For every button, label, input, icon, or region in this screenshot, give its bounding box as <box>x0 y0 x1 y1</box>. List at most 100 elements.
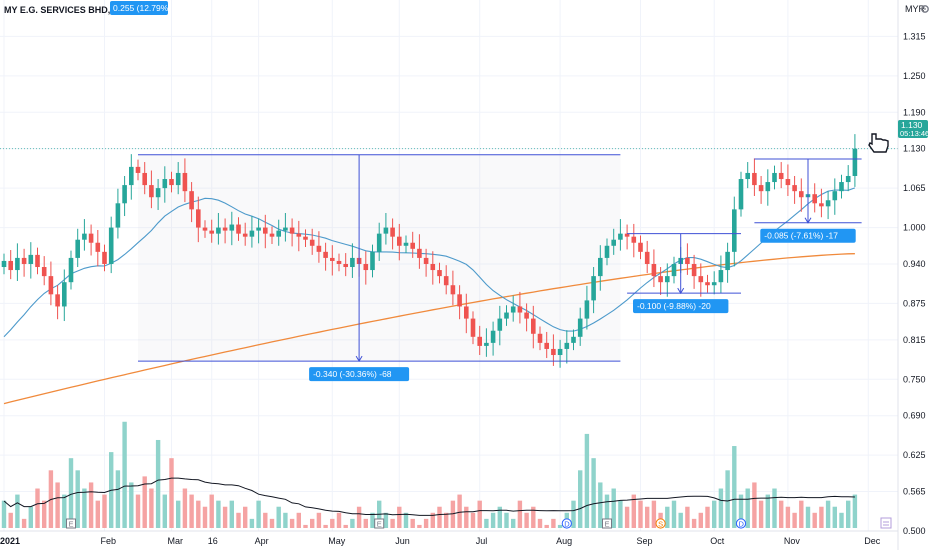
volume-bar <box>484 518 489 528</box>
event-marker-letter: D <box>564 520 570 529</box>
volume-bar <box>176 500 181 528</box>
volume-bar <box>631 494 636 528</box>
candle-body <box>845 175 851 183</box>
hand-pointer-icon <box>868 133 889 153</box>
volume-bar <box>169 458 174 528</box>
price-axis[interactable]: 1.315 1.250 1.190 1.130 1.065 1.000 0.940 0.875… <box>903 31 926 536</box>
volume-bar <box>1 500 7 528</box>
candle-body <box>745 172 750 180</box>
candle-body <box>484 342 489 346</box>
volume-bar <box>671 500 677 528</box>
volume-bar <box>383 512 389 528</box>
volume-bar <box>68 458 74 528</box>
candle-body <box>691 263 697 277</box>
candle-body <box>62 282 67 307</box>
volume-bar <box>799 500 804 528</box>
candle-body <box>309 239 315 246</box>
volume-bar <box>410 518 415 528</box>
candle-body <box>169 179 174 186</box>
volume-bar <box>464 506 469 528</box>
volume-bar <box>511 518 516 528</box>
gear-icon[interactable] <box>921 5 929 13</box>
candle-body <box>8 260 13 271</box>
candle-body <box>269 233 275 237</box>
volume-bar <box>444 512 449 528</box>
candle-body <box>611 239 616 246</box>
volume-bar <box>115 470 121 528</box>
candle-body <box>725 251 730 271</box>
volume-bar <box>35 488 40 528</box>
volume-bar <box>738 494 744 528</box>
calendar-icon[interactable] <box>880 517 892 529</box>
volume-bar <box>685 506 690 528</box>
volume-bar <box>832 506 837 528</box>
volume-bar <box>269 518 275 528</box>
candle-body <box>624 233 630 237</box>
candle-body <box>35 254 40 268</box>
volume-bar <box>852 494 858 528</box>
candle-body <box>477 336 482 346</box>
candle-body <box>236 224 241 234</box>
candle-body <box>68 257 74 283</box>
volume-bar <box>336 512 342 528</box>
time-tick-label: Jun <box>395 536 410 546</box>
price-tick-label: 0.875 <box>903 298 926 308</box>
earnings-marker <box>374 518 385 529</box>
candle-body <box>175 172 181 186</box>
earnings-marker <box>66 518 76 529</box>
volume-bar <box>182 488 188 528</box>
volume-bar <box>779 500 784 528</box>
price-tick-label: 0.690 <box>903 411 926 421</box>
price-tick-label: 1.130 <box>903 144 926 154</box>
candle-body <box>819 203 824 207</box>
earnings-marker <box>602 518 612 529</box>
event-marker-letter: D <box>739 520 745 529</box>
volume-bar <box>343 524 348 528</box>
candle-body <box>75 239 80 258</box>
candle-body <box>705 282 710 286</box>
candle-body <box>229 224 235 231</box>
measure-label: -0.100 (-9.88%) -20 <box>637 301 711 311</box>
time-axis[interactable]: 2021 Feb Mar 16 Apr May Jun Jul Aug Sep Oct Nov Dec <box>0 536 881 546</box>
volume-bar <box>323 524 328 528</box>
time-tick-label: Mar <box>168 536 184 546</box>
volume-bar <box>618 500 623 528</box>
candle-body <box>102 251 107 264</box>
candle-body <box>135 166 141 173</box>
candle-body <box>685 257 690 264</box>
event-marker-letter: E <box>605 520 610 529</box>
volume-bar <box>745 488 750 528</box>
volume-bar <box>162 494 167 528</box>
measure-arrow-head <box>804 217 812 224</box>
price-tick-label: 1.190 <box>903 107 926 117</box>
volume-bar <box>202 506 208 528</box>
currency-label: MYR <box>905 4 926 14</box>
candle-body <box>142 172 147 186</box>
candle-body <box>618 233 623 240</box>
candle-body <box>316 245 322 252</box>
candle-body <box>571 336 576 343</box>
candle-body <box>758 185 764 192</box>
volume-bar <box>403 512 409 528</box>
volume-bar <box>846 500 851 528</box>
candle-body <box>698 276 704 283</box>
candle-body <box>671 263 677 277</box>
volume-bar <box>256 500 261 528</box>
candle-body <box>1 260 7 268</box>
candle-body <box>343 263 348 268</box>
symbol-title: MY E.G. SERVICES BHD, 1D, MYX <box>4 5 149 15</box>
measure-tools[interactable]: -0.340 (-30.36%) -68 -0.100 (-9.88%) -20 -… <box>138 154 862 382</box>
candle-body <box>778 172 784 180</box>
time-tick-label: Apr <box>255 536 269 546</box>
measure-label: -0.340 (-30.36%) -68 <box>313 369 392 379</box>
volume-bar <box>330 518 335 528</box>
time-tick-label: 2021 <box>0 536 20 546</box>
volume-bar <box>497 506 502 528</box>
volume-bar <box>216 500 221 528</box>
volume-bar <box>55 482 60 528</box>
candle-body <box>289 227 295 234</box>
volume-bar <box>678 512 683 528</box>
candle-body <box>256 227 261 231</box>
